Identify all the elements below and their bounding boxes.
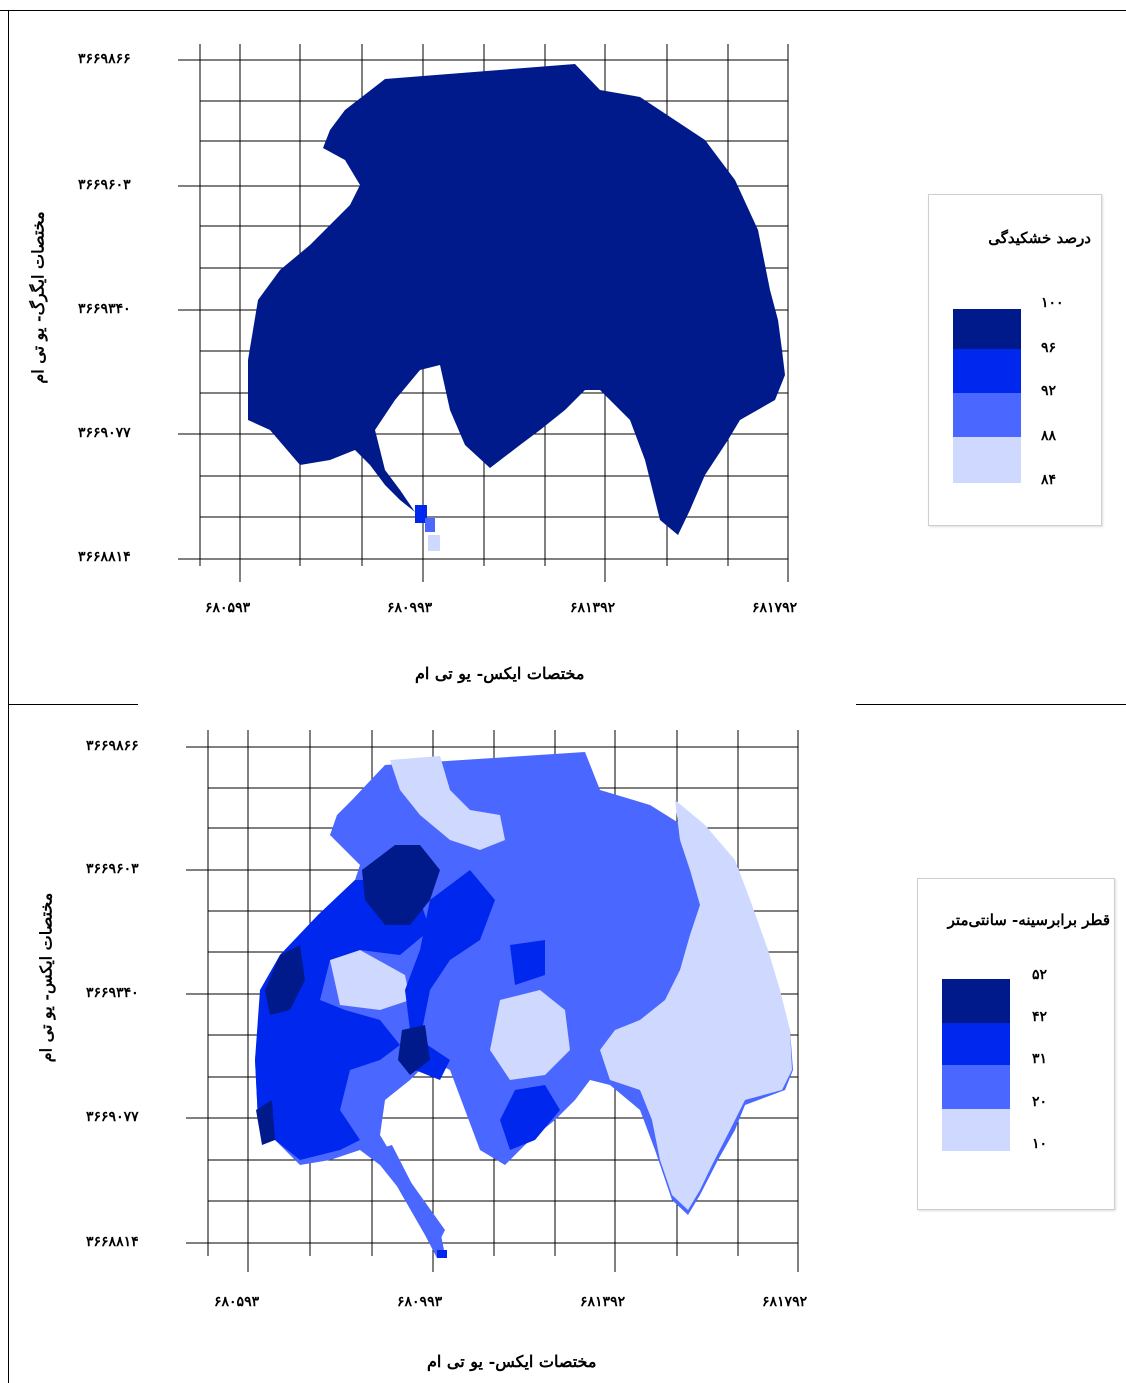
diameter-y-axis-title: مختصات ایکس- یو تی ام: [36, 892, 56, 1063]
drying-legend-label-4: ۸۸: [1041, 428, 1057, 444]
drying-legend-swatch-4: [953, 437, 1021, 483]
diameter-legend-label-1: ۵۲: [1032, 967, 1048, 983]
drying-legend-swatch-3: [953, 393, 1021, 437]
drying-y-tick-2: ۳۶۶۹۶۰۳: [78, 177, 131, 193]
diameter-x-tick-2: ۶۸۰۹۹۳: [397, 1294, 443, 1310]
frame-top-line: [0, 10, 1126, 11]
frame-left-line: [8, 10, 9, 1383]
diameter-area-class4-center: [490, 990, 570, 1080]
diameter-y-tick-4: ۳۶۶۹۰۷۷: [86, 1109, 139, 1125]
diameter-x-tick-3: ۶۸۱۳۹۲: [580, 1294, 626, 1310]
diameter-legend-title: قطر برابرسینه- سانتی‌متر: [947, 911, 1110, 929]
frame-middle-line-left: [8, 704, 138, 705]
drying-x-axis-title: مختصات ایکس- یو تی ام: [415, 664, 585, 683]
drying-y-tick-3: ۳۶۶۹۳۴۰: [78, 301, 131, 317]
diameter-legend-swatch-3: [942, 1065, 1010, 1109]
drying-patch-class3: [425, 518, 435, 532]
drying-x-tick-2: ۶۸۰۹۹۳: [387, 600, 433, 616]
diameter-area-class1-north: [362, 845, 440, 925]
diameter-area-tail: [382, 1145, 445, 1258]
diameter-x-axis-title: مختصات ایکس- یو تی ام: [427, 1352, 597, 1371]
diameter-legend-label-4: ۲۰: [1032, 1094, 1048, 1110]
diameter-area-class1-south: [256, 1100, 275, 1145]
drying-y-tick-5: ۳۶۶۸۸۱۴: [78, 549, 131, 565]
diameter-area-class1-center: [398, 1025, 430, 1075]
diameter-area-class2-patch: [510, 940, 545, 985]
drying-legend-swatch-1: [953, 309, 1021, 349]
drying-legend-label-5: ۸۴: [1041, 472, 1057, 488]
diameter-x-tick-4: ۶۸۱۷۹۲: [762, 1294, 808, 1310]
diameter-legend-swatch-2: [942, 1023, 1010, 1065]
diameter-area-class4-west: [330, 950, 410, 1010]
diameter-legend-label-2: ۴۲: [1032, 1009, 1048, 1025]
diameter-area-class1-west: [265, 945, 305, 1015]
diameter-y-tick-5: ۳۶۶۸۸۱۴: [86, 1234, 139, 1250]
drying-legend: درصد خشکیدگی ۱۰۰ ۹۶ ۹۲ ۸۸ ۸۴: [928, 194, 1102, 526]
diameter-area-class4-east: [600, 800, 792, 1210]
drying-x-tick-1: ۶۸۰۵۹۳: [205, 600, 251, 616]
diameter-area-class2-central: [405, 870, 495, 1080]
diameter-area-class2-south: [500, 1085, 560, 1150]
drying-legend-label-2: ۹۶: [1041, 340, 1057, 356]
drying-patch-class4: [428, 535, 440, 551]
diameter-y-tick-3: ۳۶۶۹۳۴۰: [86, 985, 139, 1001]
drying-legend-swatch-2: [953, 349, 1021, 393]
diameter-legend-swatch-1: [942, 979, 1010, 1023]
diameter-legend-label-3: ۳۱: [1032, 1051, 1048, 1067]
drying-patch-class2: [415, 505, 427, 523]
drying-area-polygon: [248, 64, 785, 535]
drying-x-tick-4: ۶۸۱۷۹۲: [752, 600, 798, 616]
diameter-legend-swatch-4: [942, 1109, 1010, 1151]
diameter-y-tick-2: ۳۶۶۹۶۰۳: [86, 861, 139, 877]
drying-map: [178, 44, 789, 582]
diameter-area-class4-north: [390, 756, 505, 850]
diameter-y-tick-1: ۳۶۶۹۸۶۶: [86, 738, 139, 754]
drying-x-tick-3: ۶۸۱۳۹۲: [570, 600, 616, 616]
diameter-legend: قطر برابرسینه- سانتی‌متر ۵۲ ۴۲ ۳۱ ۲۰ ۱۰: [917, 878, 1115, 1210]
drying-legend-label-1: ۱۰۰: [1041, 295, 1064, 311]
diameter-x-tick-1: ۶۸۰۵۹۳: [214, 1294, 260, 1310]
frame-middle-line-right: [856, 704, 1126, 705]
drying-legend-label-3: ۹۲: [1041, 383, 1057, 399]
drying-y-tick-4: ۳۶۶۹۰۷۷: [78, 425, 131, 441]
drying-y-tick-1: ۳۶۶۹۸۶۶: [78, 51, 131, 67]
diameter-legend-label-5: ۱۰: [1032, 1136, 1048, 1152]
drying-legend-title: درصد خشکیدگی: [988, 229, 1091, 247]
diameter-tail-tip: [437, 1250, 447, 1258]
